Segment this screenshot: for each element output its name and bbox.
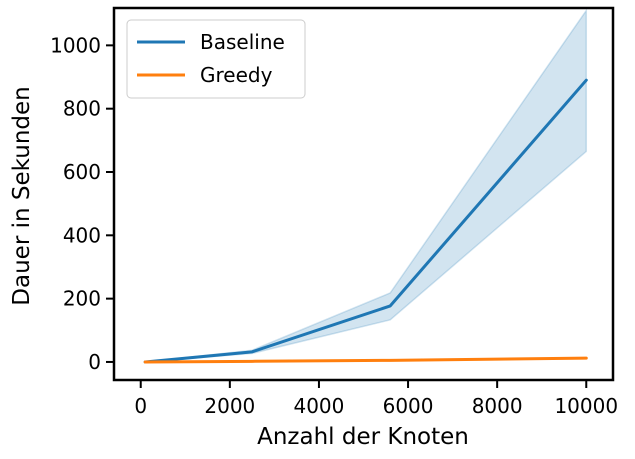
x-tick-label: 8000 <box>472 394 523 418</box>
x-tick-label: 6000 <box>383 394 434 418</box>
legend-box <box>126 19 306 99</box>
x-axis-label: Anzahl der Knoten <box>257 424 469 450</box>
y-tick-label: 0 <box>88 350 101 374</box>
x-tick-label: 10000 <box>554 394 618 418</box>
x-axis-ticks: 0 2000 4000 6000 8000 10000 <box>134 380 618 418</box>
y-tick-label: 400 <box>63 223 101 247</box>
legend: Baseline Greedy <box>126 19 306 99</box>
x-tick-label: 4000 <box>293 394 344 418</box>
y-tick-label: 1000 <box>50 33 101 57</box>
x-tick-label: 0 <box>134 394 147 418</box>
legend-label-greedy: Greedy <box>200 63 273 87</box>
x-tick-label: 2000 <box>204 394 255 418</box>
y-axis-ticks: 0 200 400 600 800 1000 <box>50 33 114 374</box>
series-line-baseline <box>143 78 588 364</box>
y-axis-label: Dauer in Sekunden <box>9 86 35 305</box>
y-tick-label: 800 <box>63 97 101 121</box>
series-line-greedy <box>143 356 588 364</box>
y-tick-label: 200 <box>63 287 101 311</box>
axes-box <box>112 6 615 382</box>
plot-frame <box>112 6 615 382</box>
y-tick-label: 600 <box>63 160 101 184</box>
series-lines <box>143 78 588 364</box>
legend-label-baseline: Baseline <box>200 30 285 54</box>
